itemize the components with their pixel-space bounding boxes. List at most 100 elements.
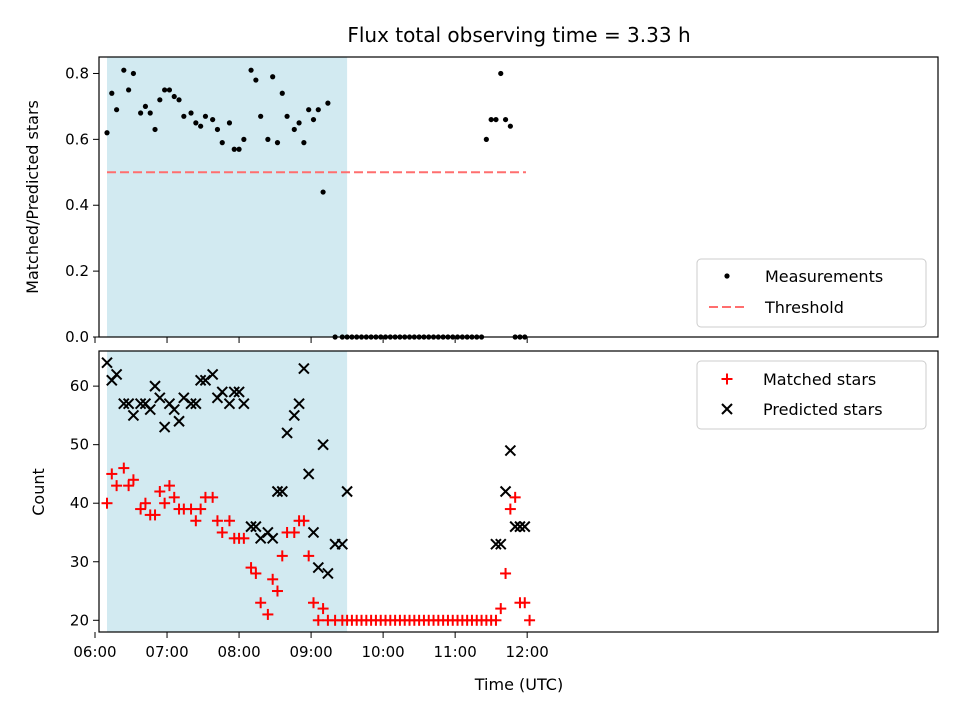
predicted-star-point — [504, 444, 517, 457]
top-ytick-label: 0.2 — [65, 262, 89, 280]
matched-star-point — [190, 515, 202, 527]
matched-star-point — [509, 491, 521, 503]
predicted-star-point — [312, 561, 324, 574]
matched-star-point — [267, 573, 279, 585]
measurement-point — [162, 87, 168, 93]
matched-star-point — [159, 497, 171, 509]
measurement-point — [315, 107, 321, 113]
matched-star-point — [216, 526, 228, 538]
predicted-star-point — [495, 538, 507, 550]
top-y-axis-label: Matched/Predicted stars — [23, 100, 42, 294]
predicted-star-point — [194, 374, 207, 386]
measurement-point — [483, 136, 489, 142]
matched-star-point — [504, 503, 516, 515]
predicted-star-point — [190, 397, 202, 410]
bottom-ytick-label: 50 — [70, 436, 89, 454]
predicted-star-point — [154, 392, 166, 404]
measurement-point — [210, 116, 216, 123]
measurement-point — [279, 90, 285, 96]
measurement-point — [296, 120, 302, 126]
matched-star-point — [101, 497, 113, 509]
bottom-xtick-label: 11:00 — [434, 643, 477, 661]
bottom-xtick-label: 10:00 — [361, 643, 404, 661]
matched-star-point — [168, 491, 180, 503]
measurement-point — [498, 70, 504, 77]
matched-star-point — [276, 550, 288, 562]
measurement-point — [202, 113, 209, 119]
matched-star-point — [106, 468, 118, 480]
matched-star-point — [139, 497, 151, 509]
measurement-point — [488, 116, 494, 123]
predicted-star-point — [144, 403, 156, 416]
predicted-star-point — [276, 485, 288, 498]
predicted-star-point — [307, 526, 320, 539]
measurement-point — [502, 116, 509, 123]
matched-star-point — [149, 509, 161, 521]
predicted-star-point — [298, 362, 310, 375]
bottom-ytick-label: 40 — [70, 494, 89, 512]
measurement-point — [147, 110, 153, 116]
matched-star-point — [255, 597, 267, 609]
measurement-point — [214, 126, 221, 133]
legend-predicted-label: Predicted stars — [763, 400, 883, 419]
x-axis-label: Time (UTC) — [474, 675, 563, 694]
matched-star-point — [123, 480, 135, 492]
predicted-star-point — [519, 520, 531, 533]
predicted-star-point — [322, 567, 334, 580]
measurement-point — [176, 97, 182, 103]
measurement-point — [258, 113, 264, 119]
legend-matched-label: Matched stars — [763, 370, 876, 389]
measurement-point — [274, 140, 281, 146]
predicted-star-point — [223, 397, 236, 410]
matched-star-point — [135, 503, 147, 515]
legend-matched-marker — [721, 373, 733, 385]
measurement-point — [142, 103, 149, 110]
predicted-star-point — [499, 485, 512, 498]
predicted-star-point — [206, 368, 219, 381]
legend-measurements-marker — [724, 273, 730, 279]
legend-threshold-label: Threshold — [764, 298, 844, 317]
matched-star-point — [250, 567, 262, 579]
top-legend: Measurements Threshold — [696, 258, 927, 328]
predicted-star-point — [293, 397, 305, 410]
matched-star-point — [303, 550, 315, 562]
matched-star-point — [118, 462, 130, 474]
measurement-point — [284, 113, 290, 119]
matched-star-point — [271, 585, 283, 597]
matched-star-point — [245, 562, 257, 574]
matched-star-point — [207, 491, 219, 503]
measurement-point — [241, 136, 247, 142]
measurement-point — [109, 90, 115, 96]
matched-star-point — [500, 567, 512, 579]
predicted-star-point — [158, 421, 171, 433]
bottom-ytick-label: 20 — [70, 611, 89, 629]
predicted-star-point — [302, 468, 315, 480]
matched-star-point — [519, 597, 531, 609]
predicted-star-point — [271, 485, 284, 498]
measurement-point — [152, 126, 158, 133]
predicted-star-point — [149, 380, 161, 392]
predicted-star-point — [173, 415, 185, 427]
predicted-star-point — [250, 520, 262, 533]
predicted-star-point — [341, 485, 353, 498]
measurement-point — [226, 120, 233, 126]
measurement-point — [325, 100, 331, 106]
bottom-axes-frame — [98, 350, 939, 633]
predicted-star-point — [228, 386, 240, 398]
legend-box — [696, 258, 927, 328]
legend-predicted-marker — [721, 403, 733, 415]
predicted-star-point — [101, 357, 113, 369]
legend-box — [696, 360, 927, 430]
chart-title: Flux total observing time = 3.33 h — [347, 23, 690, 47]
predicted-star-point — [233, 386, 245, 398]
bottom-ytick-label: 60 — [70, 377, 89, 395]
matched-star-point — [317, 603, 329, 615]
bottom-ytick-label: 30 — [70, 553, 89, 571]
measurement-point — [231, 146, 237, 152]
top-panel: 0.00.20.40.60.8 Matched/Predicted stars … — [23, 56, 939, 346]
bottom-xtick-label: 12:00 — [506, 643, 549, 661]
measurement-point — [114, 107, 120, 113]
measurement-point — [320, 189, 326, 195]
matched-star-point — [195, 503, 207, 515]
